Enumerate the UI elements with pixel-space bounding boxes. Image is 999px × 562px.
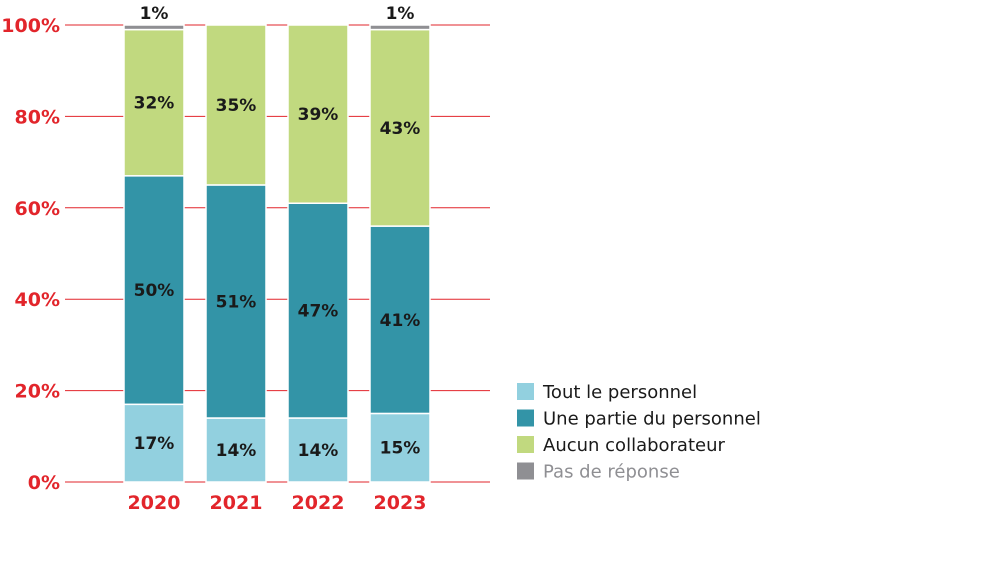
y-tick-label: 100%	[1, 15, 60, 37]
data-label: 14%	[216, 441, 257, 461]
legend-swatch	[517, 383, 534, 400]
y-tick-label: 40%	[15, 289, 60, 311]
legend-label: Une partie du personnel	[543, 409, 761, 430]
y-tick-label: 20%	[15, 381, 60, 403]
bars	[123, 24, 431, 483]
x-tick-label: 2022	[292, 492, 345, 514]
y-tick-label: 60%	[15, 198, 60, 220]
data-label: 35%	[216, 96, 257, 116]
legend-label: Pas de réponse	[543, 462, 680, 483]
data-label: 17%	[134, 434, 175, 454]
bar-segment	[369, 28, 431, 227]
data-label: 43%	[380, 119, 421, 139]
legend-label: Aucun collaborateur	[543, 435, 726, 456]
x-tick-label: 2023	[374, 492, 427, 514]
y-tick-label: 80%	[15, 106, 60, 128]
data-label: 41%	[380, 311, 421, 331]
bar-segment	[205, 24, 267, 186]
x-axis: 2020 2021 2022 2023	[128, 492, 427, 514]
legend-swatch	[517, 436, 534, 453]
bar-segment	[369, 225, 431, 415]
legend-swatch	[517, 462, 534, 480]
data-label: 39%	[298, 105, 339, 125]
legend-label: Tout le personnel	[542, 382, 697, 403]
y-tick-label: 0%	[28, 472, 60, 494]
x-tick-label: 2020	[128, 492, 181, 514]
y-axis: 0% 20% 40% 60% 80% 100%	[1, 15, 60, 494]
data-label: 50%	[134, 281, 175, 301]
bar-segment	[123, 403, 185, 483]
bar-segment	[287, 417, 349, 483]
data-label: 51%	[216, 292, 257, 312]
x-tick-label: 2021	[210, 492, 263, 514]
data-label: 1%	[140, 4, 169, 24]
bar-segment	[369, 24, 431, 31]
data-label: 1%	[386, 4, 415, 24]
bar-segment	[123, 28, 185, 177]
data-labels: 17% 50% 32% 1% 14% 51% 35% 14% 47% 39% 15% 41% 43% 1%	[134, 4, 421, 461]
legend-swatch	[517, 409, 534, 427]
bar-segment	[287, 202, 349, 419]
legend: Tout le personnel Une partie du personnel…	[517, 382, 761, 483]
bar-segment	[287, 24, 349, 204]
data-label: 15%	[380, 439, 421, 459]
data-label: 32%	[134, 94, 175, 114]
bar-segment	[123, 175, 185, 406]
data-label: 14%	[298, 441, 339, 461]
bar-segment	[123, 24, 185, 31]
data-label: 47%	[298, 302, 339, 322]
